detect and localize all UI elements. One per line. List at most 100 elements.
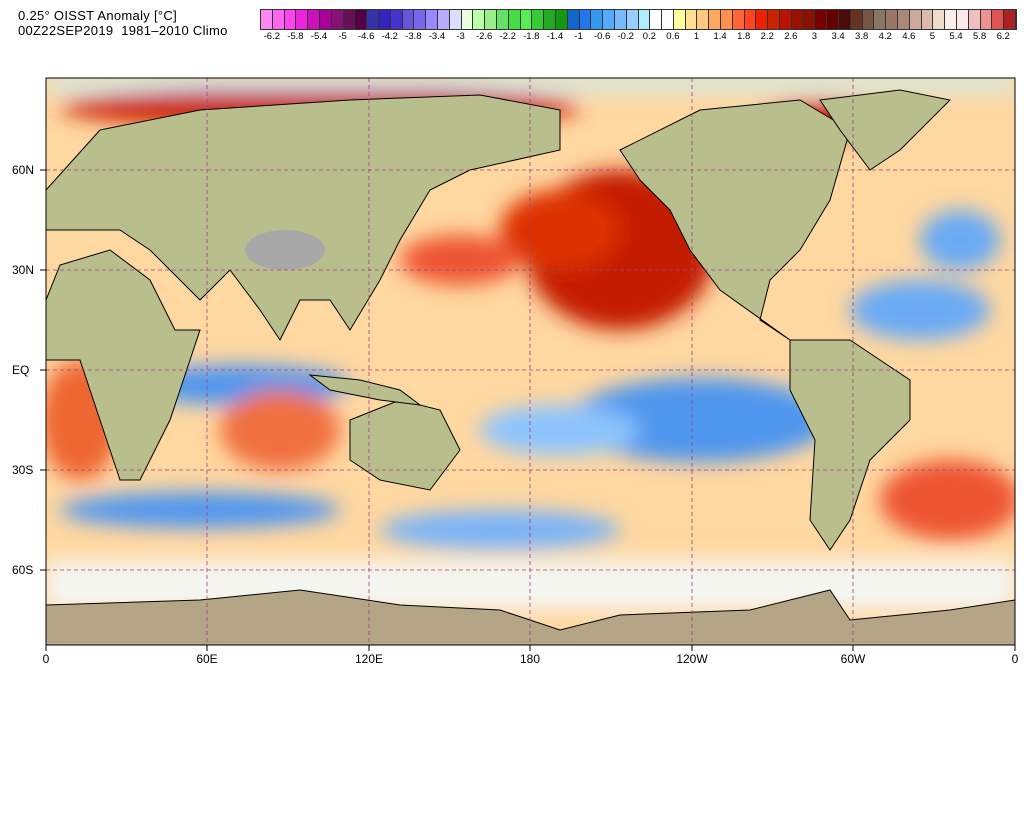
colorbar-label: -0.2 [617,31,634,42]
colorbar-swatch [874,10,887,29]
colorbar-swatch [626,10,639,29]
colorbar-swatch [957,10,969,29]
colorbar-swatch [414,10,427,29]
colorbar-swatch [827,10,840,29]
colorbar-label: -6.2 [263,31,280,42]
colorbar-label: -5 [338,31,347,42]
lon-label: 0 [42,652,50,666]
colorbar-swatch [520,10,533,29]
colorbar-swatch [437,10,450,29]
colorbar-swatch [284,10,297,29]
colorbar-swatch [1004,10,1016,29]
map-title: 0.25° OISST Anomaly [°C] [18,8,177,23]
colorbar-label: 5 [929,31,936,42]
map-subtitle: 00Z22SEP2019 1981–2010 Climo [18,23,228,38]
colorbar-label: -1.8 [523,31,540,42]
tibetan-plateau [245,230,325,270]
lon-label: 0 [1011,652,1019,666]
colorbar-swatch [721,10,733,29]
colorbar-swatch [673,10,686,29]
lat-label: 60N [12,163,35,177]
colorbar-label: -2.6 [475,31,493,42]
colorbar-swatch [614,10,627,29]
colorbar-label: -3.4 [428,31,446,42]
colorbar-label: 4.6 [902,31,916,42]
colorbar-swatch [992,10,1005,29]
colorbar-swatch [567,10,580,29]
colorbar-swatch [768,10,781,29]
land-masses [46,89,1015,645]
colorbar-swatch [485,10,497,29]
colorbar-swatch [544,10,556,29]
colorbar-label: -4.6 [357,31,375,42]
colorbar-swatch [732,10,745,29]
greenland [819,89,952,171]
colorbar-swatch [449,10,462,29]
antarctica [46,589,1015,645]
lat-label: 30S [12,463,34,477]
colorbar-swatch [709,10,722,29]
colorbar-swatch [508,10,521,29]
colorbar-swatch [638,10,651,29]
equatorial-pacific-cool-anomaly [570,378,830,462]
colorbar-label: 4.2 [878,31,892,42]
colorbar-swatch [331,10,344,29]
colorbar-label: -5.4 [310,31,328,42]
lat-label: EQ [12,363,30,377]
colorbar-swatch [909,10,922,29]
colorbar-label: 1.4 [713,31,727,42]
lon-label: 180 [519,652,541,666]
colorbar-swatch [662,10,674,29]
colorbar-swatch [296,10,309,29]
axis-ticks [40,169,1016,651]
colorbar-label: 0.2 [642,31,656,42]
colorbar-swatch [402,10,415,29]
colorbar-label: -0.6 [593,31,611,42]
colorbar-label: -3.8 [405,31,422,42]
colorbar-label: 0.6 [666,31,680,42]
colorbar-swatch [780,10,792,29]
colorbar-swatch [367,10,379,29]
colorbar-swatch [756,10,769,29]
eurasia [46,94,561,341]
colorbar-swatch [921,10,934,29]
colorbar-swatch [378,10,391,29]
colorbar-swatch [839,10,851,29]
lat-label: 60S [12,563,34,577]
colorbar-swatch [862,10,875,29]
colorbar-label: -4.2 [381,31,398,42]
colorbar-swatch [496,10,509,29]
colorbar-label: -1.4 [546,31,564,42]
africa [46,249,201,481]
lon-label: 60W [840,652,866,666]
colorbar-label: 5.8 [973,31,987,42]
colorbar [260,9,1017,30]
colorbar-swatch [461,10,474,29]
colorbar-label: 5.4 [949,31,963,42]
colorbar-swatch [815,10,828,29]
indonesia [308,374,422,406]
colorbar-swatch [603,10,615,29]
colorbar-swatch [803,10,816,29]
colorbar-swatch [343,10,356,29]
colorbar-swatch [697,10,710,29]
colorbar-label: 2.6 [784,31,798,42]
colorbar-label: 3 [811,31,818,42]
colorbar-swatch [886,10,899,29]
lon-label: 120W [676,652,708,666]
colorbar-swatch [933,10,946,29]
colorbar-swatch [945,10,958,29]
colorbar-swatch [980,10,993,29]
colorbar-label: 1.8 [737,31,751,42]
colorbar-label: -1 [574,31,583,42]
colorbar-swatch [968,10,981,29]
colorbar-swatch [555,10,568,29]
colorbar-swatch [272,10,285,29]
colorbar-swatch [850,10,863,29]
colorbar-label: 6.2 [996,31,1010,42]
colorbar-swatch [579,10,592,29]
colorbar-swatch [898,10,910,29]
colorbar-swatch [390,10,403,29]
south-america [789,339,911,551]
